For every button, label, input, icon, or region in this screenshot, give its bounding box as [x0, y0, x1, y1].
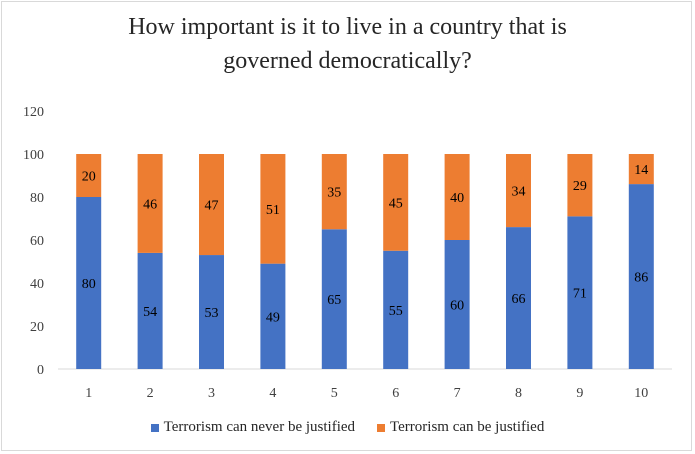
bar-never-justified — [199, 255, 224, 369]
y-tick-label: 40 — [30, 277, 44, 292]
bar-never-justified — [506, 227, 531, 369]
data-label-never-justified: 54 — [143, 305, 157, 320]
x-tick-label: 3 — [208, 386, 215, 401]
bar-can-be-justified — [628, 154, 654, 185]
bar-can-be-justified — [444, 154, 470, 240]
chart-title-line-1: How important is it to live in a country… — [128, 14, 567, 40]
chart-title-line-2: governed democratically? — [223, 48, 472, 74]
legend-swatch-never-justified — [150, 423, 159, 432]
bar-can-be-justified — [199, 154, 224, 256]
data-label-can-be-justified: 40 — [450, 191, 464, 206]
bar-never-justified — [321, 229, 347, 369]
bar-never-justified — [76, 197, 102, 369]
y-tick-label: 100 — [23, 148, 44, 163]
data-label-can-be-justified: 45 — [389, 196, 403, 211]
data-label-never-justified: 60 — [450, 299, 464, 314]
x-tick-label: 4 — [269, 386, 276, 401]
x-tick-label: 6 — [392, 386, 399, 401]
legend-item-can-be-justified: Terrorism can be justified — [377, 419, 544, 436]
bar-never-justified — [567, 216, 593, 369]
x-tick-label: 2 — [147, 386, 154, 401]
legend-label-can-be-justified: Terrorism can be justified — [390, 419, 545, 435]
data-label-can-be-justified: 35 — [327, 186, 341, 201]
y-tick-label: 20 — [30, 320, 44, 335]
data-label-never-justified: 66 — [512, 292, 526, 307]
bar-can-be-justified — [383, 154, 409, 251]
y-tick-label: 60 — [30, 234, 44, 249]
data-label-never-justified: 71 — [573, 287, 587, 302]
legend-label-never-justified: Terrorism can never be justified — [163, 419, 356, 435]
data-label-can-be-justified: 29 — [573, 179, 587, 194]
legend-item-never-justified: Terrorism can never be justified — [150, 419, 356, 436]
data-label-never-justified: 65 — [327, 293, 341, 308]
data-label-never-justified: 55 — [389, 304, 403, 319]
data-label-never-justified: 80 — [82, 277, 96, 292]
legend-swatch-can-be-justified — [377, 423, 386, 432]
bar-can-be-justified — [506, 154, 531, 228]
data-label-never-justified: 53 — [205, 306, 219, 321]
data-label-never-justified: 86 — [634, 271, 648, 286]
data-label-can-be-justified: 20 — [82, 170, 96, 185]
x-tick-label: 5 — [331, 386, 338, 401]
bar-never-justified — [628, 184, 654, 369]
data-label-can-be-justified: 47 — [205, 199, 219, 214]
data-label-can-be-justified: 14 — [634, 163, 648, 178]
chart-legend: Terrorism can never be justified Terrori… — [0, 419, 695, 436]
chart-title: How important is it to live in a country… — [0, 10, 695, 78]
x-tick-label: 10 — [634, 386, 648, 401]
x-tick-label: 8 — [515, 386, 522, 401]
y-tick-label: 0 — [37, 363, 44, 378]
data-label-can-be-justified: 51 — [266, 203, 280, 218]
bar-never-justified — [444, 240, 470, 369]
x-tick-label: 7 — [454, 386, 461, 401]
bar-can-be-justified — [137, 154, 163, 253]
x-tick-label: 9 — [576, 386, 583, 401]
bar-never-justified — [137, 252, 163, 369]
bar-never-justified — [383, 250, 409, 369]
data-label-never-justified: 49 — [266, 310, 280, 325]
y-tick-label: 120 — [23, 105, 44, 120]
bar-can-be-justified — [321, 154, 347, 230]
x-tick-label: 1 — [85, 386, 92, 401]
y-tick-label: 80 — [30, 191, 44, 206]
data-label-can-be-justified: 46 — [143, 197, 157, 212]
bar-can-be-justified — [76, 154, 102, 197]
bar-never-justified — [260, 263, 286, 369]
bar-can-be-justified — [567, 154, 593, 217]
bar-can-be-justified — [260, 154, 286, 264]
data-label-can-be-justified: 34 — [512, 185, 526, 200]
